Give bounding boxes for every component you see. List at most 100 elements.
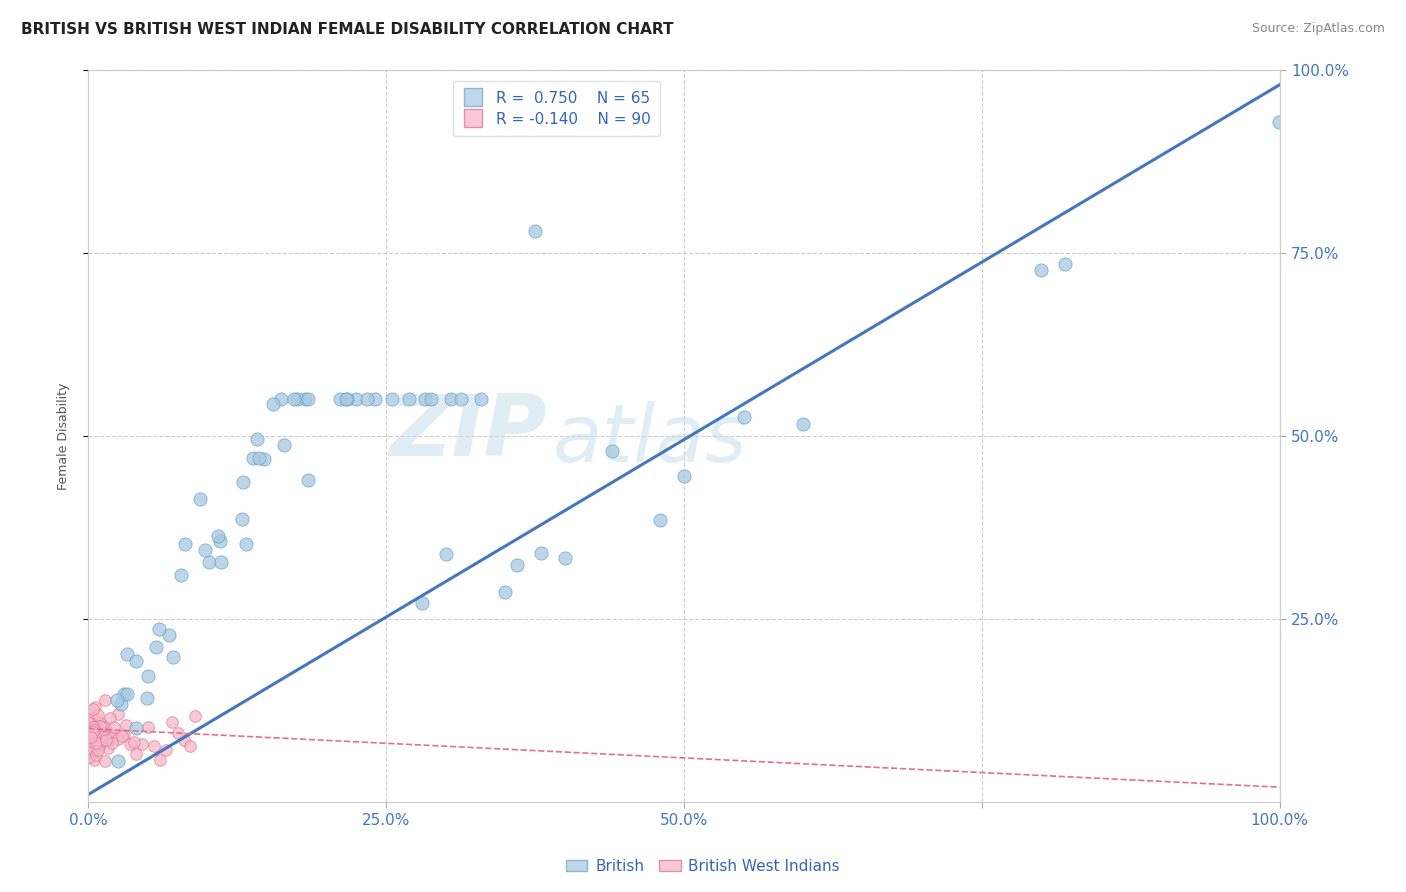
Point <box>242 451 264 466</box>
Point <box>77 734 100 748</box>
Point <box>94 692 117 706</box>
Point <box>110 729 132 743</box>
Point <box>420 392 443 407</box>
Point <box>84 725 107 739</box>
Point <box>122 735 145 749</box>
Point <box>80 724 103 739</box>
Point <box>77 716 100 731</box>
Point <box>270 392 292 407</box>
Point <box>136 668 159 682</box>
Point <box>411 596 433 610</box>
Point <box>94 720 117 734</box>
Point <box>247 450 270 465</box>
Point <box>246 433 269 447</box>
Point <box>115 717 138 731</box>
Point <box>80 740 103 755</box>
Point <box>84 748 107 763</box>
Point <box>792 417 814 432</box>
Point <box>86 732 108 747</box>
Point <box>125 654 148 668</box>
Point <box>83 728 105 742</box>
Point <box>94 733 117 747</box>
Point <box>170 568 193 582</box>
Point <box>79 726 101 740</box>
Point <box>84 712 107 726</box>
Point <box>103 720 125 734</box>
Point <box>94 730 117 744</box>
Point <box>87 743 110 757</box>
Point <box>554 550 576 565</box>
Point <box>124 721 146 735</box>
Point <box>107 731 129 746</box>
Point <box>118 738 141 752</box>
Point <box>470 392 492 407</box>
Point <box>179 739 201 754</box>
Point <box>650 513 672 527</box>
Point <box>105 692 128 706</box>
Point <box>87 738 110 752</box>
Point <box>1054 257 1077 271</box>
Point <box>434 547 457 561</box>
Point <box>86 732 108 747</box>
Point <box>125 747 148 762</box>
Point <box>530 546 553 560</box>
Point <box>344 392 367 407</box>
Point <box>1031 263 1053 277</box>
Point <box>83 753 105 767</box>
Point <box>506 558 529 572</box>
Point <box>84 715 107 730</box>
Point <box>297 473 319 487</box>
Point <box>174 537 197 551</box>
Legend: British, British West Indians: British, British West Indians <box>560 853 846 880</box>
Point <box>91 728 114 742</box>
Point <box>294 392 316 407</box>
Point <box>287 392 309 407</box>
Point <box>84 730 107 744</box>
Point <box>148 622 170 636</box>
Point <box>79 718 101 732</box>
Point <box>89 730 111 744</box>
Point <box>733 410 755 425</box>
Point <box>84 727 107 741</box>
Point <box>115 647 138 661</box>
Point <box>117 687 139 701</box>
Point <box>79 733 101 747</box>
Point <box>145 640 167 654</box>
Point <box>82 725 104 739</box>
Point <box>232 475 254 490</box>
Point <box>98 711 121 725</box>
Point <box>83 723 105 738</box>
Point <box>1267 115 1289 129</box>
Point <box>450 392 472 407</box>
Point <box>97 726 120 740</box>
Point <box>297 392 319 407</box>
Point <box>166 726 188 740</box>
Point <box>209 555 232 569</box>
Point <box>173 733 195 747</box>
Point <box>107 707 129 722</box>
Point <box>84 699 107 714</box>
Point <box>110 697 132 711</box>
Point <box>136 720 159 734</box>
Point <box>439 392 461 407</box>
Point <box>112 687 135 701</box>
Point <box>188 491 211 506</box>
Point <box>112 728 135 742</box>
Point <box>155 743 177 757</box>
Point <box>84 736 107 750</box>
Point <box>157 628 180 642</box>
Point <box>235 537 257 551</box>
Point <box>84 734 107 748</box>
Point <box>82 710 104 724</box>
Point <box>336 392 359 407</box>
Point <box>413 392 436 407</box>
Point <box>524 224 547 238</box>
Point <box>149 753 172 767</box>
Point <box>94 754 117 768</box>
Point <box>142 739 165 753</box>
Point <box>82 719 104 733</box>
Point <box>100 731 122 745</box>
Point <box>329 392 352 407</box>
Point <box>84 723 107 737</box>
Point <box>184 709 207 723</box>
